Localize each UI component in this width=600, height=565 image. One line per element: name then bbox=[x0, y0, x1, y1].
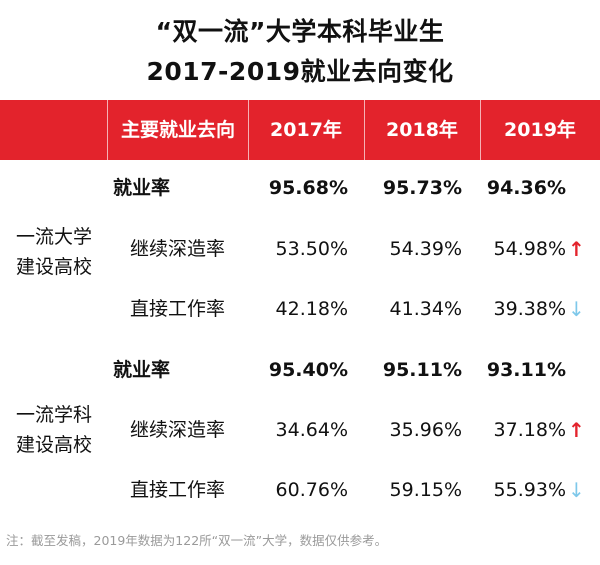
header-divider bbox=[364, 100, 365, 160]
footnote: 注：截至发稿，2019年数据为122所“双一流”大学，数据仅供参考。 bbox=[6, 533, 388, 548]
table-row: 就业率 95.68% 95.73% 94.36% bbox=[0, 160, 600, 216]
group-label-line: 一流大学 bbox=[15, 226, 92, 248]
row-label: 就业率 bbox=[113, 359, 171, 381]
table-row: 继续深造率 53.50% 54.39% 54.98% ↑ bbox=[0, 221, 600, 277]
table-row: 就业率 95.40% 95.11% 93.11% bbox=[0, 342, 600, 398]
value-2019: 39.38% bbox=[493, 298, 566, 320]
value-2017: 42.18% bbox=[275, 298, 348, 320]
value-2019: 37.18% bbox=[493, 419, 566, 441]
value-2018: 41.34% bbox=[389, 298, 462, 320]
header-2019: 2019年 bbox=[504, 119, 576, 141]
value-2017: 53.50% bbox=[275, 238, 348, 260]
value-2019: 94.36% bbox=[486, 177, 566, 199]
header-divider bbox=[480, 100, 481, 160]
group-label-line: 一流学科 bbox=[15, 404, 92, 426]
header-divider bbox=[248, 100, 249, 160]
value-2019: 54.98% bbox=[493, 238, 566, 260]
header-divider bbox=[107, 100, 108, 160]
table-row: 直接工作率 60.76% 59.15% 55.93% ↓ bbox=[0, 462, 600, 518]
value-2017: 95.40% bbox=[268, 359, 348, 381]
value-2017: 95.68% bbox=[268, 177, 348, 199]
value-2018: 95.11% bbox=[382, 359, 462, 381]
arrow-up-icon: ↑ bbox=[568, 237, 585, 261]
value-2018: 35.96% bbox=[389, 419, 462, 441]
header-2018: 2018年 bbox=[386, 119, 458, 141]
value-2019: 55.93% bbox=[493, 479, 566, 501]
group-label-first-class-discipline: 一流学科 建设高校 bbox=[0, 400, 108, 460]
value-2017: 34.64% bbox=[275, 419, 348, 441]
arrow-down-icon: ↓ bbox=[568, 297, 585, 321]
group-label-line: 建设高校 bbox=[15, 434, 92, 456]
table-row: 继续深造率 34.64% 35.96% 37.18% ↑ bbox=[0, 402, 600, 458]
table-row: 直接工作率 42.18% 41.34% 39.38% ↓ bbox=[0, 281, 600, 337]
header-2017: 2017年 bbox=[270, 119, 342, 141]
row-label: 继续深造率 bbox=[130, 238, 226, 260]
row-label: 直接工作率 bbox=[130, 298, 226, 320]
value-2018: 95.73% bbox=[382, 177, 462, 199]
row-label: 就业率 bbox=[113, 177, 171, 199]
arrow-up-icon: ↑ bbox=[568, 418, 585, 442]
value-2018: 54.39% bbox=[389, 238, 462, 260]
value-2018: 59.15% bbox=[389, 479, 462, 501]
row-label: 直接工作率 bbox=[130, 479, 226, 501]
table-header: 主要就业去向 2017年 2018年 2019年 bbox=[0, 100, 600, 160]
arrow-down-icon: ↓ bbox=[568, 478, 585, 502]
value-2019: 93.11% bbox=[486, 359, 566, 381]
header-category: 主要就业去向 bbox=[120, 119, 235, 141]
group-label-first-class-university: 一流大学 建设高校 bbox=[0, 222, 108, 282]
title-line-2: 2017-2019就业去向变化 bbox=[146, 57, 454, 86]
row-label: 继续深造率 bbox=[130, 419, 226, 441]
group-label-line: 建设高校 bbox=[15, 256, 92, 278]
value-2017: 60.76% bbox=[275, 479, 348, 501]
title-line-1: “双一流”大学本科毕业生 bbox=[155, 17, 445, 46]
